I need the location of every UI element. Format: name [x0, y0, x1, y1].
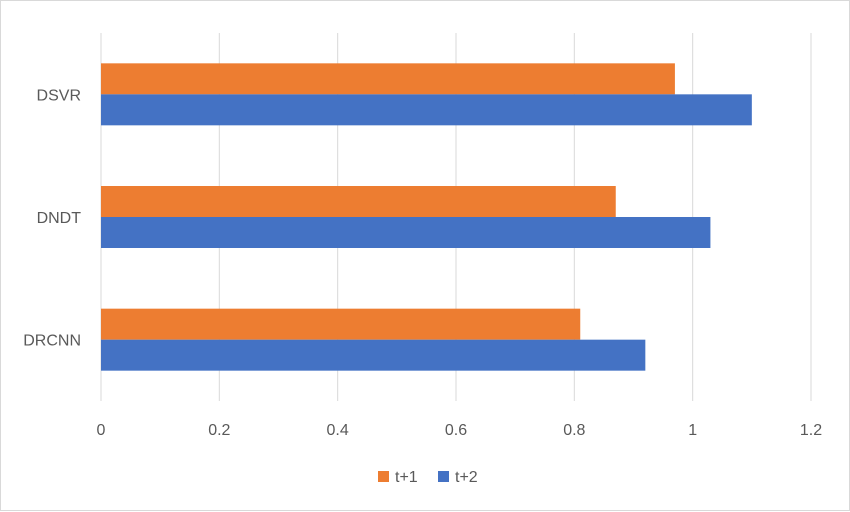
x-tick-label: 1 [688, 422, 697, 439]
legend-swatch [378, 471, 389, 482]
bar-dsvr-tplus1 [101, 63, 675, 95]
category-label: DNDT [37, 210, 82, 227]
x-tick-label: 0.8 [563, 422, 585, 439]
bar-dsvr-tplus2 [101, 94, 752, 126]
x-tick-label: 1.2 [800, 422, 822, 439]
legend-label: t+2 [455, 469, 478, 486]
bar-dndt-tplus2 [101, 217, 711, 248]
x-axis-tick-labels: 0 0.2 0.4 0.6 0.8 1 1.2 [97, 422, 823, 439]
bar-drcnn-tplus2 [101, 339, 646, 371]
x-tick-label: 0.6 [445, 422, 467, 439]
legend-swatch [438, 471, 449, 482]
category-labels: DSVR DNDT DRCNN [23, 87, 81, 349]
category-label: DRCNN [23, 333, 81, 350]
legend: t+1 t+2 [378, 469, 478, 486]
x-tick-label: 0 [97, 422, 106, 439]
bar-drcnn-tplus1 [101, 308, 581, 340]
category-label: DSVR [37, 87, 81, 104]
bars [101, 63, 752, 371]
x-tick-label: 0.2 [208, 422, 230, 439]
x-tick-label: 0.4 [327, 422, 349, 439]
legend-label: t+1 [395, 469, 418, 486]
bar-dndt-tplus1 [101, 186, 616, 217]
